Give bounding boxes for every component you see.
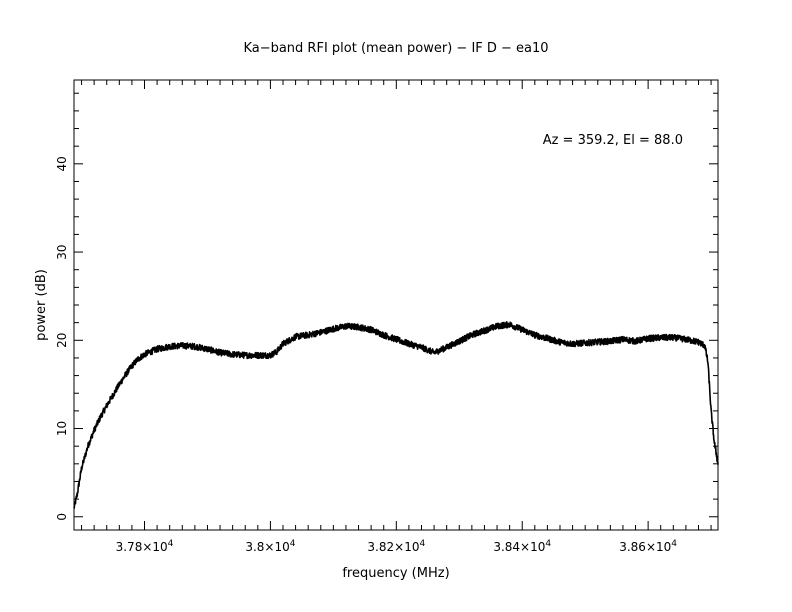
x-axis-label: frequency (MHz): [342, 566, 449, 581]
x-tick-label: 3.86×104: [619, 539, 677, 554]
y-tick-label: 30: [55, 244, 69, 259]
x-tick-label: 3.78×104: [116, 539, 174, 554]
y-tick-label: 20: [55, 333, 69, 348]
x-tick-labels: 3.78×104 3.8×104 3.82×104 3.84×104 3.86×104: [116, 539, 678, 554]
series-layer: [73, 321, 719, 509]
y-tick-label: 40: [55, 156, 69, 171]
axis-ticks: [74, 80, 718, 530]
y-axis-label: power (dB): [34, 269, 49, 341]
power-series-line: [73, 321, 719, 509]
chart-title: Ka−band RFI plot (mean power) − IF D − e…: [243, 41, 548, 56]
x-tick-label: 3.84×104: [493, 539, 551, 554]
y-tick-labels: 0 10 20 30 40: [55, 156, 69, 520]
y-tick-label: 0: [55, 513, 69, 521]
x-tick-label: 3.82×104: [367, 539, 425, 554]
annotation-az-el: Az = 359.2, El = 88.0: [543, 133, 683, 148]
y-tick-label: 10: [55, 421, 69, 436]
x-tick-label: 3.8×104: [245, 539, 295, 554]
